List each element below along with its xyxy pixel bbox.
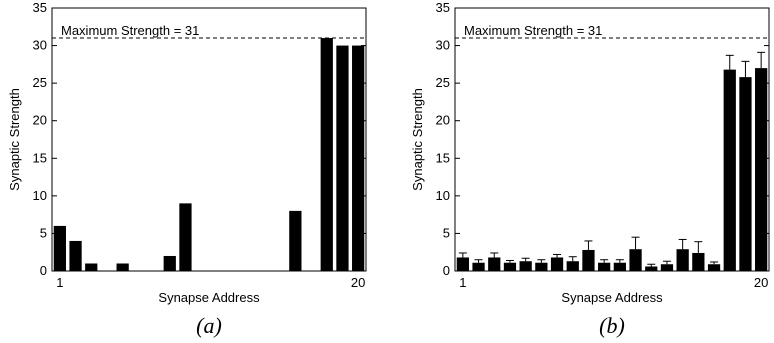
x-tick-label-b-20: 20 (754, 275, 768, 290)
bar-a-5 (116, 263, 129, 271)
error-bar-group-b (458, 51, 766, 267)
bar-b-14 (660, 264, 674, 271)
y-tick-label-a-15: 15 (33, 150, 47, 165)
bar-b-15 (676, 249, 689, 271)
bar-a-1 (53, 225, 66, 271)
y-tick-label-a-25: 25 (33, 75, 47, 90)
max-strength-label-b: Maximum Strength = 31 (464, 23, 602, 38)
bar-a-3 (85, 263, 98, 271)
y-tick-label-b-20: 20 (436, 113, 450, 128)
bar-b-17 (707, 264, 721, 271)
y-tick-label-a-20: 20 (33, 113, 47, 128)
bar-group-b (456, 68, 768, 272)
x-axis-a: 1 20 (56, 266, 365, 290)
panel-label-a: (a) (196, 313, 222, 338)
plot-frame-b (454, 7, 770, 272)
chart-panel-a: Maximum Strength = 31 0 5 10 15 20 25 30 35 1 20… (7, 0, 367, 338)
bar-b-1 (456, 257, 469, 271)
bar-b-12 (629, 249, 642, 271)
bar-b-18 (723, 69, 736, 272)
bar-a-19 (336, 45, 349, 271)
bar-a-18 (320, 38, 333, 272)
x-tick-label-a-1: 1 (56, 275, 63, 290)
y-tick-label-b-10: 10 (436, 188, 450, 203)
bar-b-6 (535, 262, 548, 271)
bar-b-10 (598, 262, 611, 271)
y-tick-label-b-15: 15 (436, 150, 450, 165)
bar-b-8 (566, 261, 579, 271)
y-axis-b: 0 5 10 15 20 25 30 35 (436, 0, 769, 278)
panel-label-b: (b) (599, 313, 625, 338)
y-axis-a: 0 5 10 15 20 25 30 35 (33, 0, 366, 278)
x-axis-b: 1 20 (459, 266, 768, 290)
y-tick-label-a-35: 35 (33, 0, 47, 15)
chart-panel-b: Maximum Strength = 31 0 5 10 15 20 25 30 35 1 20… (410, 0, 770, 338)
x-axis-label-a: Synapse Address (158, 290, 260, 305)
y-tick-label-a-10: 10 (33, 188, 47, 203)
y-tick-label-b-0: 0 (443, 263, 450, 278)
bar-b-5 (519, 261, 532, 271)
y-axis-label-b: Synaptic Strength (410, 88, 425, 191)
bar-b-3 (488, 257, 501, 271)
bar-group-a (53, 38, 365, 272)
x-tick-label-a-20: 20 (351, 275, 365, 290)
bar-b-11 (613, 262, 626, 271)
bar-b-20 (755, 68, 768, 271)
bar-b-2 (472, 262, 485, 271)
bar-a-2 (69, 240, 82, 271)
y-tick-label-a-0: 0 (40, 263, 47, 278)
x-axis-label-b: Synapse Address (561, 290, 663, 305)
bar-b-16 (692, 252, 705, 271)
y-tick-label-b-5: 5 (443, 225, 450, 240)
y-tick-label-a-30: 30 (33, 38, 47, 53)
bar-b-7 (550, 257, 564, 271)
y-tick-label-b-30: 30 (436, 38, 450, 53)
y-tick-label-a-5: 5 (40, 225, 47, 240)
bar-b-4 (503, 262, 517, 271)
bar-b-13 (645, 266, 658, 271)
plot-frame-a (51, 7, 367, 272)
bar-a-8 (163, 255, 176, 271)
y-axis-label-a: Synaptic Strength (7, 88, 22, 191)
y-tick-label-b-25: 25 (436, 75, 450, 90)
bar-a-20 (352, 45, 365, 271)
x-tick-label-b-1: 1 (459, 275, 466, 290)
y-tick-label-b-35: 35 (436, 0, 450, 15)
bar-a-9 (179, 203, 192, 271)
bar-a-16 (289, 210, 302, 271)
bar-b-9 (582, 249, 595, 271)
bar-b-19 (739, 77, 752, 271)
max-strength-label-a: Maximum Strength = 31 (61, 23, 199, 38)
